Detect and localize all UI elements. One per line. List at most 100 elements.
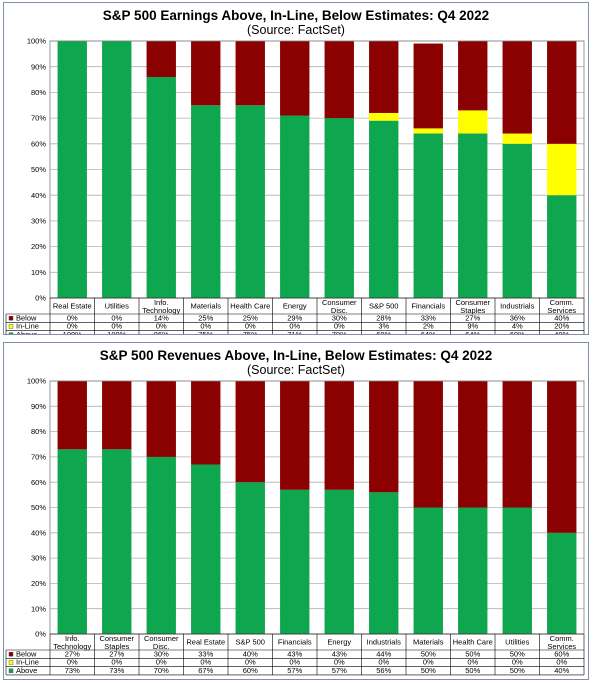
earnings-chart-panel: S&P 500 Earnings Above, In-Line, Below E… bbox=[3, 2, 589, 335]
chart-subtitle: (Source: FactSet) bbox=[247, 23, 345, 37]
data-label-inline: 0% bbox=[467, 658, 478, 667]
data-label-inline: 20% bbox=[554, 322, 569, 331]
data-label-inline: 0% bbox=[512, 658, 523, 667]
bar-above bbox=[191, 464, 221, 634]
y-tick-label: 90% bbox=[31, 62, 46, 71]
legend-swatch-below bbox=[8, 316, 14, 321]
data-label-inline: 0% bbox=[67, 658, 78, 667]
bar-below bbox=[502, 41, 532, 134]
legend-label-above: Above bbox=[16, 666, 37, 675]
bar-above bbox=[102, 449, 132, 634]
legend-label-inline: In-Line bbox=[16, 658, 39, 667]
data-label-above: 67% bbox=[198, 666, 213, 675]
y-tick-label: 50% bbox=[31, 165, 46, 174]
bar-inline bbox=[502, 133, 532, 144]
y-tick-label: 0% bbox=[35, 294, 46, 303]
category-label: Financials bbox=[278, 638, 312, 647]
y-tick-label: 40% bbox=[31, 528, 46, 537]
data-label-above: 57% bbox=[287, 666, 302, 675]
bar-above bbox=[547, 532, 577, 634]
category-label: Consumer bbox=[322, 298, 357, 307]
legend-label-above: Above bbox=[16, 330, 37, 334]
data-label-above: 40% bbox=[554, 330, 569, 334]
bar-above bbox=[502, 143, 532, 298]
bar-below bbox=[191, 381, 221, 465]
data-label-above: 70% bbox=[154, 666, 169, 675]
bar-below bbox=[502, 381, 532, 508]
legend-swatch-inline bbox=[8, 660, 14, 665]
data-label-above: 100% bbox=[63, 330, 83, 334]
data-label-above: 86% bbox=[154, 330, 169, 334]
data-label-above: 50% bbox=[421, 666, 436, 675]
bar-below bbox=[57, 381, 87, 450]
category-label: Comm. bbox=[550, 298, 574, 307]
legend-swatch-above bbox=[8, 332, 14, 334]
data-label-below: 28% bbox=[376, 313, 391, 322]
bar-inline bbox=[547, 143, 577, 196]
data-label-below: 50% bbox=[421, 649, 436, 658]
y-tick-label: 40% bbox=[31, 191, 46, 200]
bar-below bbox=[369, 41, 399, 113]
bar-above bbox=[235, 482, 265, 634]
bar-below bbox=[413, 381, 443, 508]
bar-above bbox=[458, 133, 488, 298]
category-label: Disc. bbox=[153, 642, 170, 651]
data-label-inline: 0% bbox=[245, 322, 256, 331]
category-label: Services bbox=[547, 642, 576, 651]
bar-above bbox=[146, 76, 176, 298]
bar-below bbox=[235, 381, 265, 483]
bar-below bbox=[280, 381, 310, 490]
data-label-above: 50% bbox=[510, 666, 525, 675]
category-label: Technology bbox=[142, 306, 180, 315]
category-label: Real Estate bbox=[186, 638, 225, 647]
legend-label-below: Below bbox=[16, 313, 37, 322]
legend-label-below: Below bbox=[16, 649, 37, 658]
bar-above bbox=[146, 456, 176, 634]
category-label: Info. bbox=[154, 298, 169, 307]
revenues-chart-panel: S&P 500 Revenues Above, In-Line, Below E… bbox=[3, 342, 589, 680]
category-label: Staples bbox=[460, 306, 485, 315]
category-label: Materials bbox=[413, 638, 444, 647]
bar-below bbox=[146, 381, 176, 457]
category-label: Staples bbox=[104, 642, 129, 651]
bar-above bbox=[57, 449, 87, 634]
data-label-below: 14% bbox=[154, 313, 169, 322]
data-label-inline: 0% bbox=[111, 322, 122, 331]
legend-swatch-above bbox=[8, 668, 14, 673]
earnings-chart: S&P 500 Earnings Above, In-Line, Below E… bbox=[5, 8, 585, 334]
data-label-inline: 0% bbox=[67, 322, 78, 331]
legend-swatch-inline bbox=[8, 324, 14, 329]
data-label-inline: 0% bbox=[156, 322, 167, 331]
y-tick-label: 0% bbox=[35, 630, 46, 639]
y-tick-label: 90% bbox=[31, 402, 46, 411]
bar-above bbox=[502, 507, 532, 634]
category-label: Technology bbox=[53, 642, 91, 651]
data-label-above: 56% bbox=[376, 666, 391, 675]
category-label: Energy bbox=[327, 638, 351, 647]
data-label-inline: 0% bbox=[334, 658, 345, 667]
data-label-below: 33% bbox=[198, 649, 213, 658]
data-label-below: 27% bbox=[465, 313, 480, 322]
data-label-above: 60% bbox=[510, 330, 525, 334]
y-tick-label: 100% bbox=[27, 37, 47, 46]
y-tick-label: 20% bbox=[31, 579, 46, 588]
data-label-inline: 0% bbox=[289, 658, 300, 667]
data-label-inline: 0% bbox=[289, 322, 300, 331]
data-label-above: 100% bbox=[107, 330, 127, 334]
category-label: Utilities bbox=[105, 302, 129, 311]
data-label-below: 40% bbox=[243, 649, 258, 658]
y-tick-label: 50% bbox=[31, 503, 46, 512]
data-label-above: 64% bbox=[421, 330, 436, 334]
bar-above bbox=[191, 105, 221, 298]
data-label-below: 0% bbox=[67, 313, 78, 322]
data-label-above: 64% bbox=[465, 330, 480, 334]
data-label-below: 33% bbox=[421, 313, 436, 322]
data-label-below: 27% bbox=[109, 649, 124, 658]
category-label: Industrials bbox=[500, 302, 534, 311]
data-label-above: 69% bbox=[376, 330, 391, 334]
bar-below bbox=[102, 381, 132, 450]
data-label-below: 40% bbox=[554, 313, 569, 322]
data-label-inline: 0% bbox=[423, 658, 434, 667]
data-label-below: 50% bbox=[510, 649, 525, 658]
data-label-above: 73% bbox=[109, 666, 124, 675]
